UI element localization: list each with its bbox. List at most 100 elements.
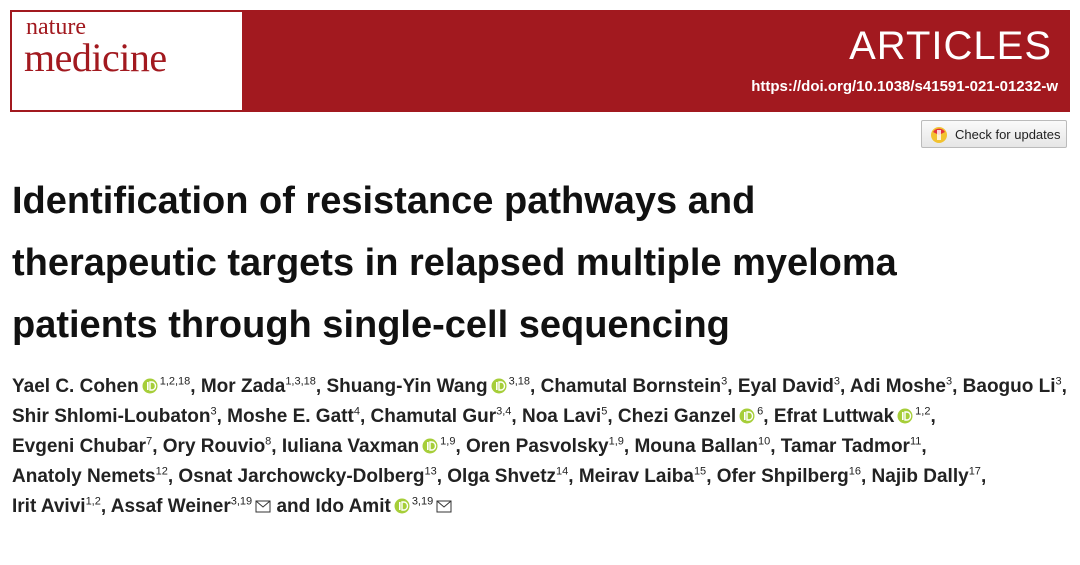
author-name: Shir Shlomi-Loubaton xyxy=(12,406,211,427)
affiliation: 1,9 xyxy=(608,435,624,448)
author-name: Shuang-Yin Wang xyxy=(326,376,488,397)
author-separator: , xyxy=(216,406,222,427)
author-name: Osnat Jarchowcky-Dolberg xyxy=(178,466,425,487)
author-name: Irit Avivi xyxy=(12,496,86,517)
author-name: Noa Lavi xyxy=(521,406,602,427)
author: Shuang-Yin Wang 3,18, xyxy=(326,376,535,397)
journal-name-top: nature xyxy=(26,14,86,40)
author-name: Ido Amit xyxy=(315,496,391,517)
author-name: Efrat Luttwak xyxy=(773,406,895,427)
affiliation: 1,2,18 xyxy=(159,375,191,388)
orcid-icon[interactable] xyxy=(142,378,158,394)
orcid-mark xyxy=(398,502,401,510)
orcid-icon[interactable] xyxy=(422,438,438,454)
author-separator: , xyxy=(921,436,927,457)
orcid-mark xyxy=(495,382,498,390)
affiliation: 1,2 xyxy=(915,405,931,418)
author: Meirav Laiba15, xyxy=(579,466,712,487)
author-separator: , xyxy=(167,466,174,487)
author-separator: , xyxy=(315,376,322,397)
orcid-mark xyxy=(149,381,156,391)
orcid-mark xyxy=(429,441,437,451)
article-title: Identification of resistance pathways an… xyxy=(12,170,1072,356)
author: Eyal David3, xyxy=(738,376,846,397)
author-separator: and xyxy=(276,496,311,517)
author: Chezi Ganzel 6, xyxy=(618,406,769,427)
author-separator: , xyxy=(860,466,867,487)
doi-link[interactable]: https://doi.org/10.1038/s41591-021-01232… xyxy=(751,78,1058,95)
author-separator: , xyxy=(763,406,769,427)
mail-icon[interactable] xyxy=(255,500,271,513)
orcid-mark xyxy=(146,382,149,390)
author: Yael C. Cohen 1,2,18, xyxy=(12,376,196,397)
affiliation: 15 xyxy=(693,465,707,478)
author-name: Ofer Shpilberg xyxy=(716,466,849,487)
orcid-icon[interactable] xyxy=(897,408,913,424)
author-name: Oren Pasvolsky xyxy=(466,436,609,457)
mail-flap xyxy=(255,500,271,508)
author-name: Moshe E. Gatt xyxy=(227,406,354,427)
author-name: Mor Zada xyxy=(200,376,286,397)
article-type: ARTICLES xyxy=(849,24,1052,68)
mail-flap xyxy=(436,500,452,508)
orcid-mark xyxy=(746,411,754,421)
author: Irit Avivi1,2, xyxy=(12,496,106,517)
author-name: Ory Rouvio xyxy=(162,436,266,457)
affiliation: 1,3,18 xyxy=(285,375,316,388)
author-separator: , xyxy=(1061,376,1067,397)
author-separator: , xyxy=(100,496,107,517)
author-separator: , xyxy=(568,466,574,487)
author-name: Assaf Weiner xyxy=(110,496,231,517)
author-separator: , xyxy=(770,436,776,457)
author: Mor Zada1,3,18, xyxy=(201,376,321,397)
orcid-mark xyxy=(427,442,429,450)
author: Iuliana Vaxman 1,9, xyxy=(282,436,461,457)
author-separator: , xyxy=(727,376,733,397)
orcid-icon[interactable] xyxy=(491,378,507,394)
author-name: Adi Moshe xyxy=(849,376,946,397)
affiliation: 12 xyxy=(155,465,168,478)
author-separator: , xyxy=(980,466,987,487)
affiliation: 13 xyxy=(424,465,437,478)
affiliation: 3 xyxy=(945,375,953,388)
orcid-mark xyxy=(497,381,505,391)
affiliation: 16 xyxy=(848,465,861,478)
author: Adi Moshe3, xyxy=(850,376,957,397)
author-name: Chamutal Bornstein xyxy=(540,376,722,397)
author-name: Iuliana Vaxman xyxy=(281,436,420,457)
orcid-mark xyxy=(902,412,904,420)
author: Assaf Weiner3,19 and xyxy=(111,496,311,517)
author-name: Mouna Ballan xyxy=(634,436,758,457)
author: Anatoly Nemets12, xyxy=(12,466,173,487)
author-name: Baoguo Li xyxy=(962,376,1056,397)
author: Osnat Jarchowcky-Dolberg13, xyxy=(178,466,442,487)
author: Baoguo Li3, xyxy=(963,376,1067,397)
author-name: Tamar Tadmor xyxy=(780,436,910,457)
affiliation: 11 xyxy=(909,435,922,448)
title-line: patients through single-cell sequencing xyxy=(12,304,730,346)
orcid-icon[interactable] xyxy=(739,408,755,424)
author-separator: , xyxy=(840,376,846,397)
orcid-mark xyxy=(904,411,912,421)
orcid-mark xyxy=(401,501,409,511)
journal-logo[interactable] xyxy=(12,12,242,110)
author: Mouna Ballan10, xyxy=(634,436,775,457)
orcid-icon[interactable] xyxy=(394,498,410,514)
affiliation: 1,9 xyxy=(440,435,456,448)
author-separator: , xyxy=(152,436,158,457)
author: Efrat Luttwak 1,2, xyxy=(774,406,936,427)
affiliation: 6 xyxy=(757,405,764,418)
author-separator: , xyxy=(530,376,536,397)
check-icon xyxy=(931,127,947,143)
author-name: Evgeni Chubar xyxy=(12,436,147,457)
mail-icon[interactable] xyxy=(436,500,452,513)
author-separator: , xyxy=(190,376,196,397)
check-updates-button[interactable]: Check for updates xyxy=(921,120,1067,148)
author-separator: , xyxy=(706,466,712,487)
affiliation: 4 xyxy=(353,405,360,418)
affiliation: 8 xyxy=(265,435,272,448)
affiliation: 3 xyxy=(833,375,841,388)
author-separator: , xyxy=(623,436,630,457)
author-name: Chamutal Gur xyxy=(370,406,497,427)
